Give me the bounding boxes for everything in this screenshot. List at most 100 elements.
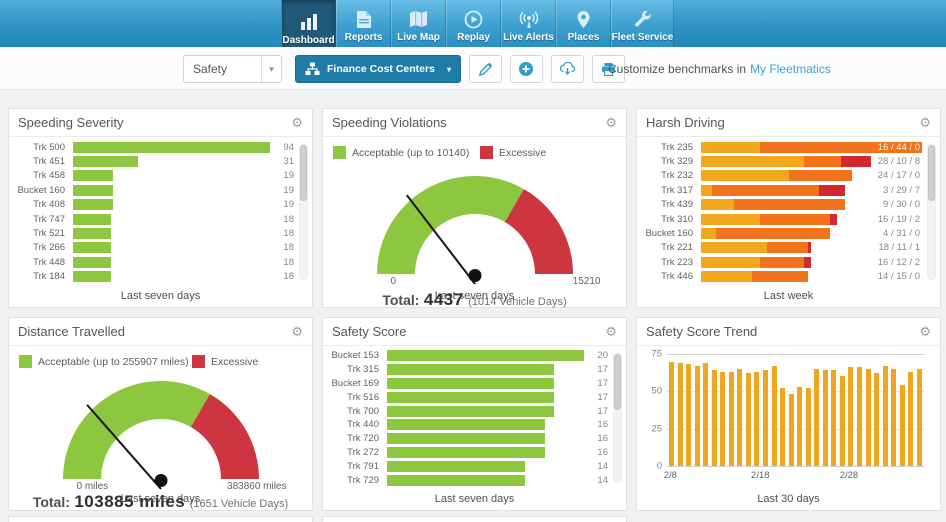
bar-label: Trk 729 xyxy=(347,474,379,486)
my-fleetmatics-link[interactable]: My Fleetmatics xyxy=(750,61,831,76)
red-swatch xyxy=(192,355,205,368)
bar-row: Trk 516 17 xyxy=(329,391,608,404)
bar-track xyxy=(387,350,584,362)
bar-track: 28 / 10 / 8 xyxy=(701,156,922,168)
tab-replay[interactable]: Replay xyxy=(446,0,501,47)
panel-title: Harsh Driving xyxy=(646,115,725,130)
scrollbar-thumb[interactable] xyxy=(300,145,307,201)
benchmark-text: Customize benchmarks in xyxy=(608,61,747,76)
bar-label: Trk 408 xyxy=(33,199,65,211)
tab-fleet-service[interactable]: Fleet Service xyxy=(611,0,674,47)
chart-period-label: Last seven days xyxy=(434,493,515,505)
print-button[interactable] xyxy=(591,55,625,83)
replay-icon xyxy=(464,8,483,30)
panel-title: Safety Score xyxy=(332,324,407,339)
y-tick-label: 25 xyxy=(651,423,662,435)
gauge-total: Total: 4437 (1014 Vehicle Days) xyxy=(382,290,567,309)
bar xyxy=(387,446,545,458)
gear-icon[interactable]: ⚙ xyxy=(291,115,303,130)
bar-track xyxy=(387,474,584,486)
gauge-legend: Acceptable (up to 10140) Excessive xyxy=(333,146,616,162)
bar-segment xyxy=(701,213,760,225)
bar-label: Trk 310 xyxy=(661,213,693,225)
column-bar xyxy=(703,362,709,466)
panel-speeding-violations: Speeding Violations ⚙ Acceptable (up to … xyxy=(322,108,627,309)
tab-live-map[interactable]: Live Map xyxy=(391,0,446,47)
column-bar xyxy=(814,368,820,466)
chart-period-label: Last week xyxy=(763,290,814,302)
gear-icon[interactable]: ⚙ xyxy=(919,324,931,339)
bar-row: Trk 729 14 xyxy=(329,474,608,487)
tab-dashboard[interactable]: Dashboard xyxy=(281,0,336,50)
stacked-bar-row: Trk 317 3 / 29 / 7 xyxy=(643,184,922,197)
column-bar xyxy=(891,368,897,466)
tab-label: Places xyxy=(567,32,600,43)
harsh-driving-chart: Trk 235 16 / 44 / 0 Trk 329 28 / 10 / 8 … xyxy=(643,140,922,284)
column-bar xyxy=(822,370,828,466)
scrollbar-thumb[interactable] xyxy=(928,145,935,201)
column-bar xyxy=(745,373,751,466)
chart-period-label: Last seven days xyxy=(434,290,515,302)
gear-icon[interactable]: ⚙ xyxy=(605,115,617,130)
dashboard-grid: Speeding Severity ⚙ Trk 500 94 Trk 451 3… xyxy=(0,90,946,522)
column-bar xyxy=(882,365,888,466)
bar-row: Trk 500 94 xyxy=(15,141,294,154)
toolbar-cluster: Safety ▾ Finance Cost Centers ▾ xyxy=(183,55,625,83)
bar-value: 14 / 15 / 0 xyxy=(877,271,920,283)
tab-live-alerts[interactable]: Live Alerts xyxy=(501,0,556,47)
bar-label: Trk 232 xyxy=(661,170,693,182)
bar-row: Trk 184 18 xyxy=(15,270,294,283)
bar xyxy=(73,184,113,196)
scrollbar-thumb[interactable] xyxy=(614,354,621,410)
bar-segment xyxy=(701,156,805,168)
column-bar xyxy=(711,370,717,466)
bar-track: 18 / 11 / 1 xyxy=(701,242,922,254)
bar-track xyxy=(73,271,270,283)
column-bar xyxy=(865,368,871,466)
dashboard-select[interactable]: Safety ▾ xyxy=(183,55,282,83)
add-icon xyxy=(519,62,534,76)
bar-label: Trk 266 xyxy=(33,242,65,254)
bar-track: 16 / 12 / 2 xyxy=(701,256,922,268)
gauge-min-label: 0 xyxy=(390,276,397,287)
panel-safety-score: Safety Score ⚙ Bucket 153 20 Trk 315 17 … xyxy=(322,317,627,511)
bar-value: 16 xyxy=(597,433,608,445)
tab-places[interactable]: Places xyxy=(556,0,611,47)
legend-acceptable: Acceptable (up to 255907 miles) xyxy=(19,355,189,368)
gear-icon[interactable]: ⚙ xyxy=(291,324,303,339)
column-bar xyxy=(805,388,811,466)
gear-icon[interactable]: ⚙ xyxy=(919,115,931,130)
bar-segment xyxy=(712,184,819,196)
edit-button[interactable] xyxy=(468,55,502,83)
gridline xyxy=(667,428,924,430)
bar-value: 94 xyxy=(283,141,294,153)
column-bar xyxy=(763,370,769,466)
stacked-bar-row: Trk 232 24 / 17 / 0 xyxy=(643,169,922,182)
speeding-severity-chart: Trk 500 94 Trk 451 31 Trk 458 19 xyxy=(15,140,294,284)
add-button[interactable] xyxy=(509,55,543,83)
bar xyxy=(73,141,270,153)
bar-segment xyxy=(841,156,871,168)
column-bar xyxy=(908,371,914,466)
chevron-down-icon: ▾ xyxy=(261,56,281,82)
column-bar xyxy=(686,364,692,466)
bar-label: Trk 317 xyxy=(661,184,693,196)
column-bar xyxy=(839,376,845,466)
bar-track xyxy=(387,460,584,472)
bar-segment xyxy=(830,213,838,225)
bar-value: 9 / 30 / 0 xyxy=(883,199,920,211)
bar-value: 18 xyxy=(283,271,294,283)
scrollbar xyxy=(613,353,622,483)
panel-title: Safety Score Trend xyxy=(646,324,758,339)
column-bar xyxy=(720,371,726,466)
bar-label: Trk 516 xyxy=(347,391,379,403)
bar-track xyxy=(387,364,584,376)
bar-value: 17 xyxy=(597,405,608,417)
column-bar xyxy=(797,386,803,466)
export-button[interactable] xyxy=(550,55,584,83)
bar-segment xyxy=(818,184,845,196)
cost-centers-button[interactable]: Finance Cost Centers ▾ xyxy=(295,55,461,83)
gear-icon[interactable]: ⚙ xyxy=(605,324,617,339)
tab-reports[interactable]: Reports xyxy=(336,0,391,47)
column-bar xyxy=(754,371,760,466)
